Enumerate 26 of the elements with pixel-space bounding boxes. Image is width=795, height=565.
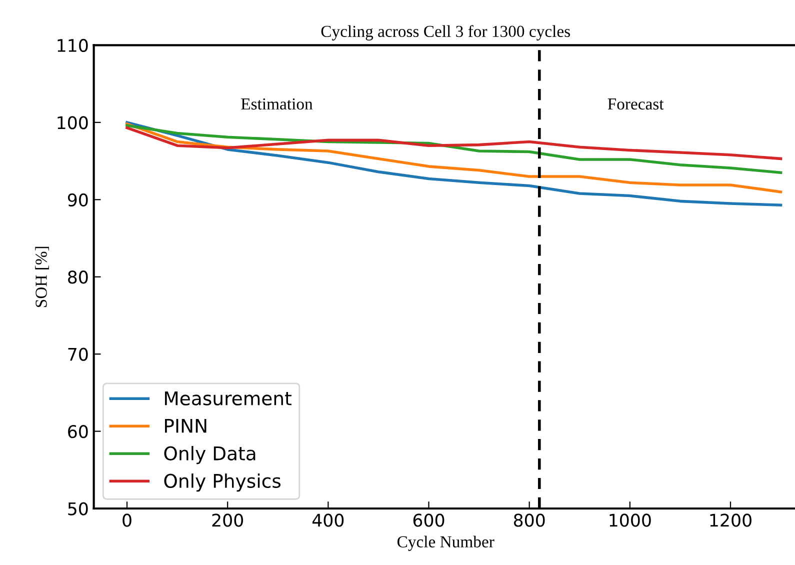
x-tick-label: 0 bbox=[122, 514, 132, 527]
y-tick-label: 70 bbox=[68, 348, 88, 361]
annotation: Forecast bbox=[608, 98, 664, 110]
line-series bbox=[126, 122, 782, 194]
x-tick-label: 600 bbox=[413, 514, 444, 527]
chart-title: Cycling across Cell 3 for 1300 cycles bbox=[321, 25, 570, 40]
legend-label: Only Physics bbox=[164, 473, 281, 492]
y-tick-label: 110 bbox=[58, 38, 88, 52]
y-tick-label: 100 bbox=[58, 116, 88, 130]
y-tick-label: 50 bbox=[68, 502, 88, 516]
annotation: Estimation bbox=[241, 98, 313, 110]
y-tick-label: 80 bbox=[68, 270, 88, 284]
y-tick-label: 90 bbox=[68, 193, 88, 206]
line-series bbox=[126, 121, 782, 206]
x-tick-label: 1200 bbox=[710, 514, 752, 527]
y-axis-title: SOH [%] bbox=[35, 246, 49, 307]
legend-label: Measurement bbox=[165, 391, 292, 406]
legend-label: PINN bbox=[165, 419, 206, 433]
x-tick-label: 1000 bbox=[610, 514, 651, 527]
line-series bbox=[126, 126, 782, 160]
x-axis-title: Cycle Number bbox=[397, 536, 494, 551]
y-tick-label: 60 bbox=[68, 424, 88, 438]
x-tick-label: 400 bbox=[312, 514, 344, 527]
legend-label: Only Data bbox=[164, 446, 256, 464]
x-tick-label: 200 bbox=[212, 514, 243, 527]
x-tick-label: 800 bbox=[514, 514, 545, 527]
